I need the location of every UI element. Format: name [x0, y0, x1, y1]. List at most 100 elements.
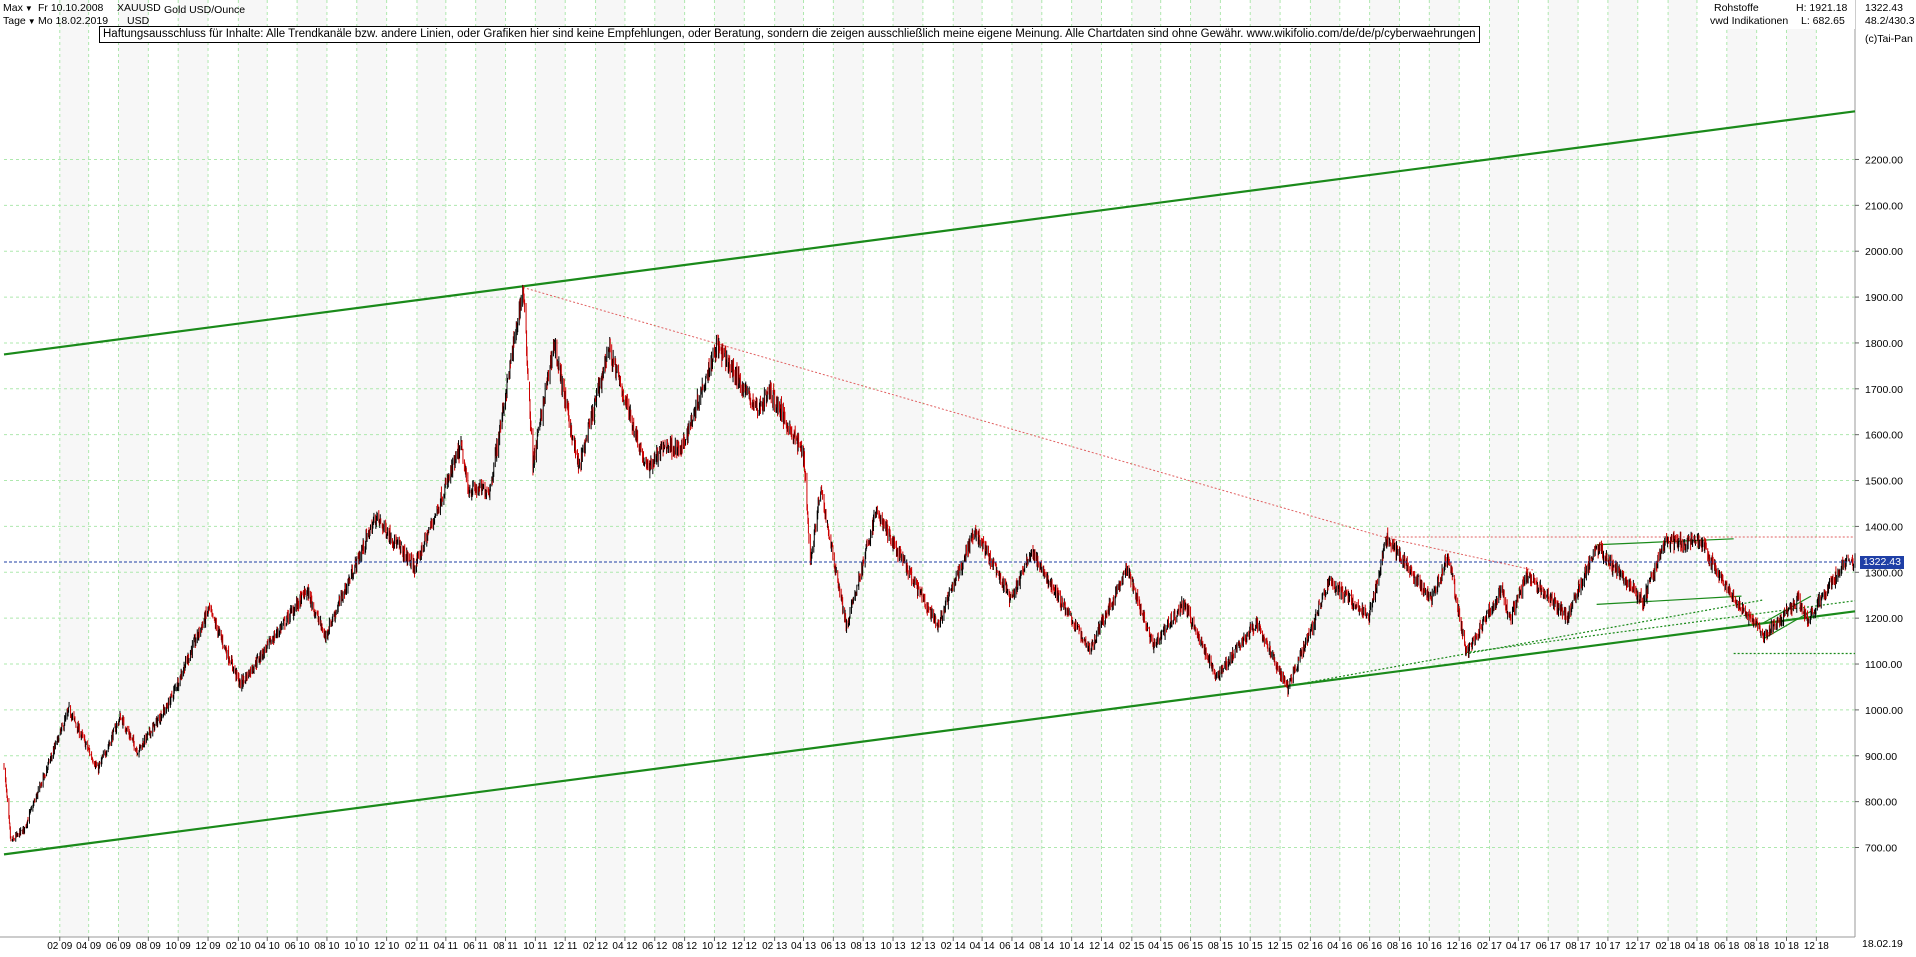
- background-stripe: [1369, 0, 1400, 937]
- x-tick-label: 08 15: [1208, 941, 1233, 952]
- x-tick-label: 04 13: [791, 941, 816, 952]
- upper-channel-line: [3, 110, 1856, 356]
- background-stripe: [297, 0, 327, 937]
- high-label: H: 1921.18: [1796, 2, 1848, 14]
- background-stripe: [714, 0, 745, 937]
- x-tick-label: 02 18: [1656, 941, 1681, 952]
- x-tick-label: 06 17: [1536, 941, 1561, 952]
- x-tick-label: 12 14: [1089, 941, 1114, 952]
- currency-label: USD: [127, 15, 150, 27]
- background-stripe: [1190, 0, 1221, 937]
- y-tick-label: 700.00: [1865, 843, 1897, 855]
- x-tick-label: 04 17: [1506, 941, 1531, 952]
- background-stripe: [953, 0, 983, 937]
- y-tick-label: 1400.00: [1865, 521, 1903, 533]
- x-tick-label: 02 14: [941, 941, 966, 952]
- x-tick-label: 06 13: [821, 941, 846, 952]
- x-tick-label: 10 16: [1417, 941, 1442, 952]
- x-tick-label: 06 16: [1357, 941, 1382, 952]
- x-tick-label: 12 09: [196, 941, 221, 952]
- x-tick-label: 04 16: [1327, 941, 1352, 952]
- x-tick-label: 04 10: [255, 941, 280, 952]
- y-tick-label: 1100.00: [1865, 659, 1902, 671]
- x-tick-label: 10 17: [1595, 941, 1620, 952]
- ratio-label: 48.2/430.3: [1865, 15, 1915, 27]
- x-tick-label: 02 13: [762, 941, 787, 952]
- x-tick-label: 10 14: [1059, 941, 1084, 952]
- source-label: vwd Indikationen: [1710, 15, 1789, 27]
- x-tick-label: 12 11: [553, 941, 578, 952]
- range-dropdown[interactable]: Max ▼: [3, 2, 33, 15]
- background-stripe: [1786, 0, 1817, 937]
- x-tick-label: 02 12: [583, 941, 608, 952]
- footer-date: 18.02.19: [1862, 938, 1903, 950]
- x-tick-label: 06 09: [106, 941, 131, 952]
- background-stripe: [59, 0, 89, 937]
- red-trendline-line: [523, 286, 1387, 539]
- background-stripe: [1310, 0, 1340, 937]
- y-tick-label: 1700.00: [1865, 384, 1903, 396]
- x-tick-label: 06 12: [642, 941, 667, 952]
- background-stripe: [238, 0, 268, 937]
- date-from: Fr 10.10.2008: [38, 2, 104, 14]
- x-tick-label: 08 11: [493, 941, 518, 952]
- x-tick-label: 06 14: [999, 941, 1024, 952]
- copyright-label: (c)Tai-Pan: [1865, 33, 1913, 45]
- x-tick-label: 10 12: [702, 941, 727, 952]
- instrument-name: Gold USD/Ounce: [164, 4, 246, 16]
- y-tick-label: 1000.00: [1865, 705, 1903, 717]
- background-stripe: [1011, 0, 1042, 937]
- x-tick-label: 02 11: [405, 941, 430, 952]
- x-tick-label: 02 16: [1298, 941, 1323, 952]
- symbol-label: XAUUSD: [117, 2, 161, 14]
- x-tick-label: 10 18: [1774, 941, 1799, 952]
- x-tick-label: 08 09: [136, 941, 161, 952]
- background-stripe: [416, 0, 446, 937]
- x-tick-label: 08 18: [1744, 941, 1769, 952]
- background-stripe: [1489, 0, 1519, 937]
- background-stripe: [1668, 0, 1697, 937]
- x-tick-label: 04 12: [612, 941, 637, 952]
- background-stripe: [475, 0, 506, 937]
- x-tick-label: 12 10: [374, 941, 399, 952]
- x-tick-label: 10 15: [1238, 941, 1263, 952]
- x-tick-label: 06 15: [1178, 941, 1203, 952]
- background-stripe: [118, 0, 149, 937]
- background-stripe: [1250, 0, 1281, 937]
- x-tick-label: 04 11: [434, 941, 459, 952]
- x-tick-label: 04 14: [970, 941, 995, 952]
- x-tick-label: 08 17: [1566, 941, 1591, 952]
- x-tick-label: 08 10: [314, 941, 339, 952]
- background-stripe: [535, 0, 566, 937]
- x-tick-label: 12 12: [732, 941, 757, 952]
- disclaimer-box: Haftungsausschluss für Inhalte: Alle Tre…: [99, 26, 1480, 43]
- background-stripe: [1607, 0, 1638, 937]
- date-to: Mo 18.02.2019: [38, 15, 109, 27]
- background-stripe: [654, 0, 685, 937]
- y-tick-label: 1300.00: [1865, 567, 1903, 579]
- interval-dropdown[interactable]: Tage ▼: [3, 15, 36, 28]
- x-tick-label: 12 15: [1268, 941, 1293, 952]
- y-tick-label: 1200.00: [1865, 613, 1903, 625]
- background-stripe: [1726, 0, 1757, 937]
- lower-channel-line: [3, 610, 1856, 856]
- background-stripe: [1071, 0, 1102, 937]
- chevron-down-icon: ▼: [27, 17, 36, 26]
- x-tick-label: 10 11: [523, 941, 548, 952]
- background-stripe: [595, 0, 625, 937]
- category-label: Rohstoffe: [1714, 2, 1759, 14]
- y-tick-label: 1800.00: [1865, 338, 1903, 350]
- x-tick-label: 12 17: [1625, 941, 1650, 952]
- x-tick-label: 12 18: [1804, 941, 1829, 952]
- x-tick-label: 10 10: [344, 941, 369, 952]
- range-label: Max: [3, 2, 23, 14]
- x-tick-label: 08 12: [672, 941, 697, 952]
- x-tick-label: 04 15: [1148, 941, 1173, 952]
- x-tick-label: 10 09: [166, 941, 191, 952]
- x-tick-label: 12 13: [910, 941, 935, 952]
- y-tick-label: 800.00: [1865, 797, 1897, 809]
- green-support-dashed-2-line: [1465, 600, 1856, 654]
- x-tick-label: 08 14: [1029, 941, 1054, 952]
